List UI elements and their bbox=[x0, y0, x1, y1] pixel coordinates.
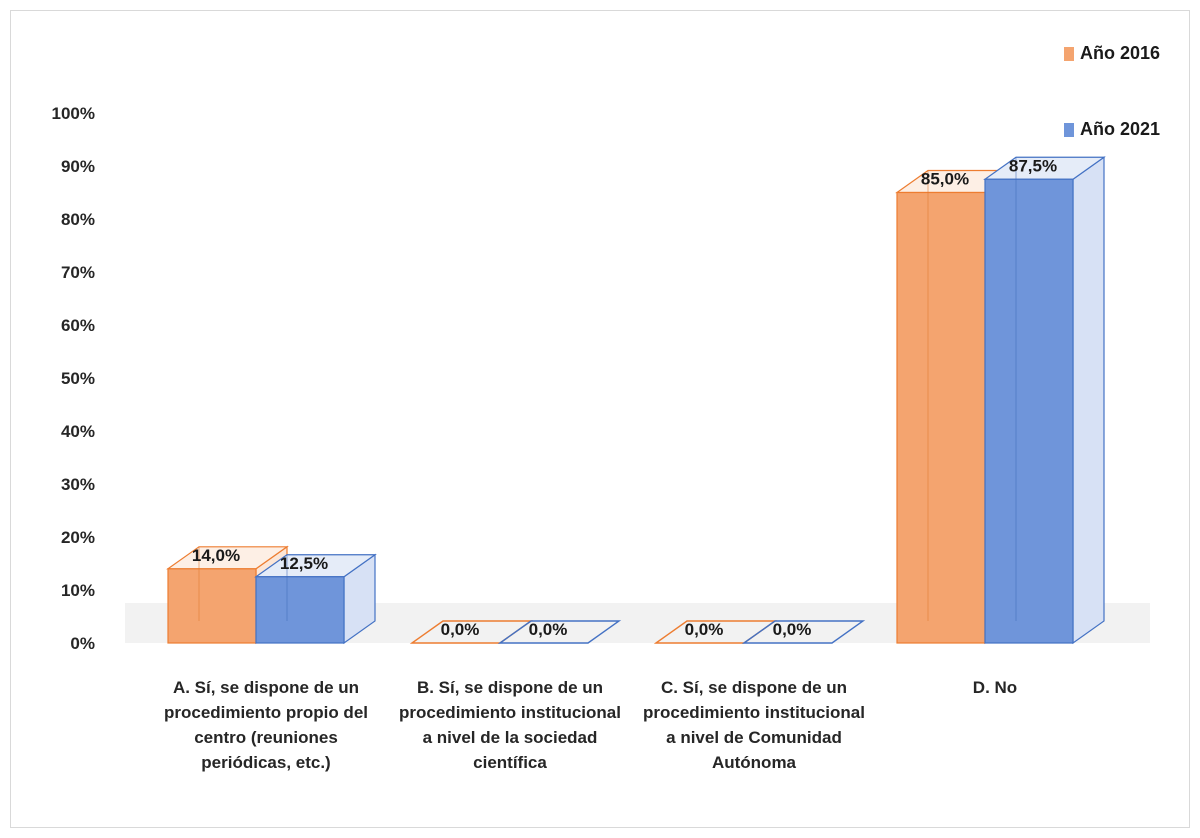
data-label: 0,0% bbox=[529, 620, 568, 639]
y-tick-label: 90% bbox=[61, 157, 95, 176]
legend-swatch bbox=[1064, 46, 1074, 61]
data-label: 12,5% bbox=[280, 554, 328, 573]
data-labels: 14,0% 12,5% 0,0% 0,0% 0,0% 0,0% 85,0% 87,5% bbox=[192, 156, 1057, 639]
data-label: 0,0% bbox=[773, 620, 812, 639]
y-tick-label: 20% bbox=[61, 528, 95, 547]
x-category-label: D. No bbox=[972, 678, 1018, 697]
y-tick-label: 10% bbox=[61, 581, 95, 600]
y-tick-label: 80% bbox=[61, 210, 95, 229]
x-category-label: B. Sí, se dispone de un procedimiento in… bbox=[399, 678, 621, 772]
y-axis: 0% 10% 20% 30% 40% 50% 60% 70% 80% 90% 100% bbox=[52, 104, 95, 653]
data-label: 14,0% bbox=[192, 546, 240, 565]
data-label: 87,5% bbox=[1009, 156, 1057, 175]
bar bbox=[497, 620, 622, 644]
y-tick-label: 60% bbox=[61, 316, 95, 335]
legend-item: Año 2016 bbox=[1064, 43, 1160, 64]
data-label: 85,0% bbox=[921, 170, 969, 189]
y-tick-label: 50% bbox=[61, 369, 95, 388]
bar bbox=[741, 620, 866, 644]
bar bbox=[983, 156, 1106, 645]
legend-label: Año 2016 bbox=[1080, 43, 1161, 63]
y-tick-label: 70% bbox=[61, 263, 95, 282]
y-tick-label: 40% bbox=[61, 422, 95, 441]
y-tick-label: 100% bbox=[52, 104, 95, 123]
bar bbox=[254, 553, 377, 645]
y-tick-label: 30% bbox=[61, 475, 95, 494]
legend-item: Año 2021 bbox=[1064, 119, 1160, 140]
x-category-label: A. Sí, se dispone de un procedimiento pr… bbox=[163, 678, 368, 772]
legend-swatch bbox=[1064, 122, 1074, 137]
x-category-label: C. Sí, se dispone de un procedimiento in… bbox=[643, 678, 865, 772]
data-label: 0,0% bbox=[441, 620, 480, 639]
bars bbox=[166, 156, 1106, 645]
legend-label: Año 2021 bbox=[1080, 119, 1161, 139]
y-tick-label: 0% bbox=[70, 634, 95, 653]
data-label: 0,0% bbox=[685, 620, 724, 639]
